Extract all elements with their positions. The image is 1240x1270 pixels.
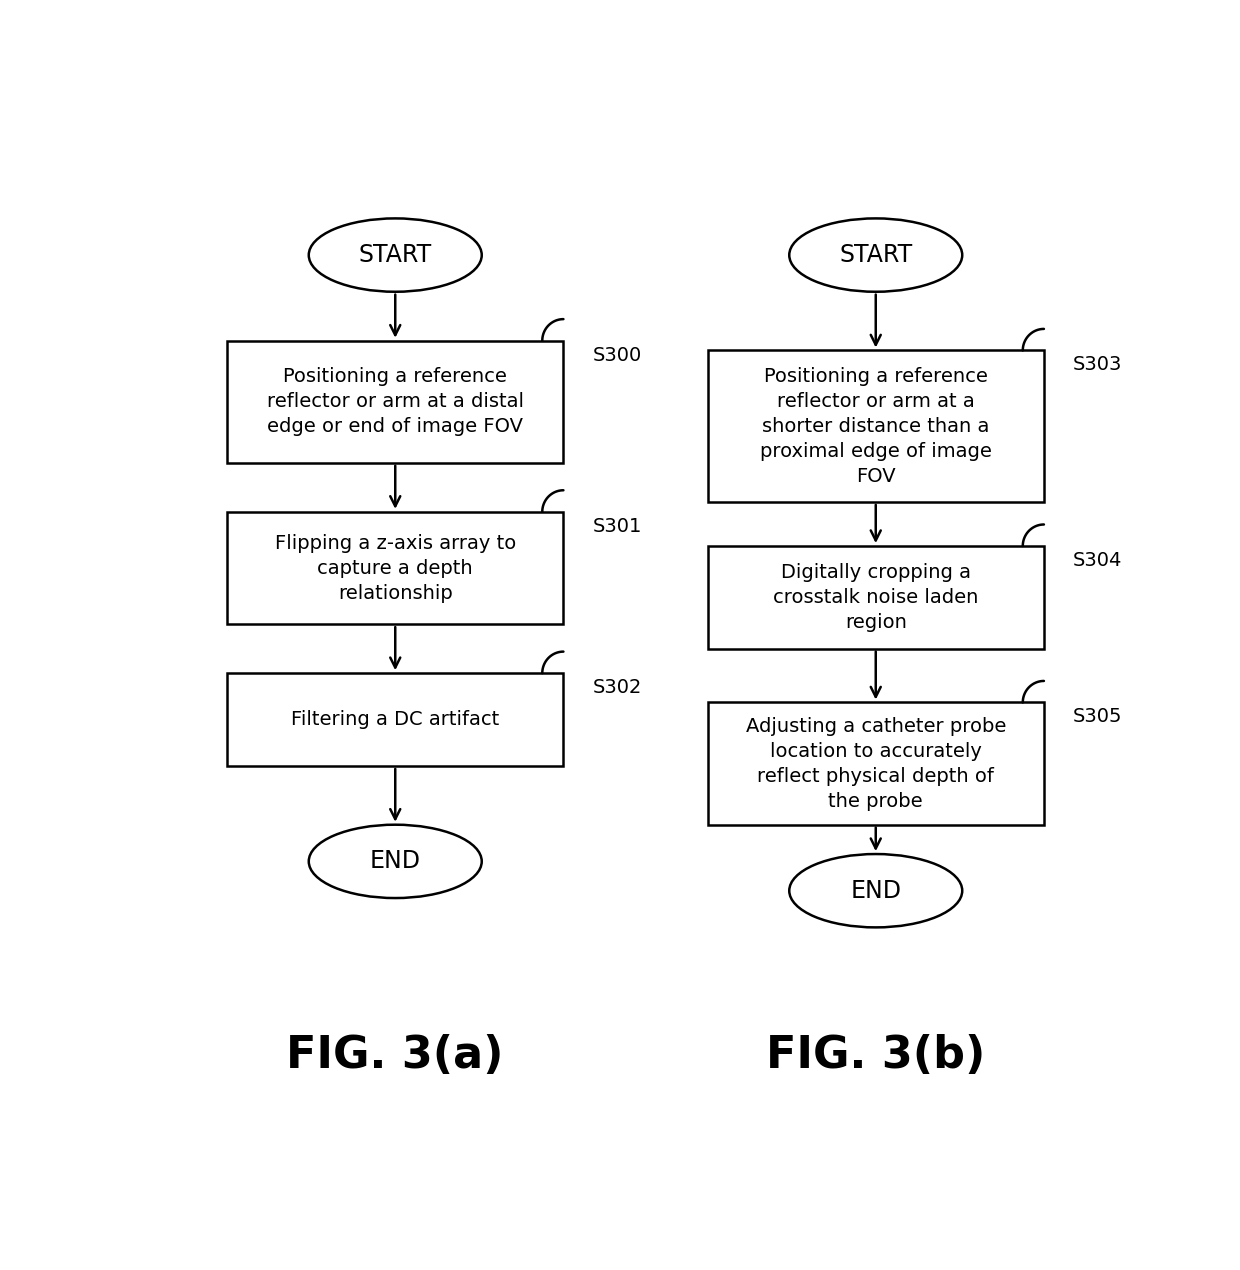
Text: Adjusting a catheter probe
location to accurately
reflect physical depth of
the : Adjusting a catheter probe location to a… — [745, 716, 1006, 810]
Bar — [227, 512, 563, 625]
Bar — [227, 673, 563, 766]
Bar — [708, 702, 1044, 824]
Text: Digitally cropping a
crosstalk noise laden
region: Digitally cropping a crosstalk noise lad… — [773, 563, 978, 632]
Text: END: END — [370, 850, 420, 874]
Text: END: END — [851, 879, 901, 903]
Text: S303: S303 — [1073, 356, 1122, 375]
Text: Positioning a reference
reflector or arm at a distal
edge or end of image FOV: Positioning a reference reflector or arm… — [267, 367, 523, 437]
Text: Positioning a reference
reflector or arm at a
shorter distance than a
proximal e: Positioning a reference reflector or arm… — [760, 367, 992, 485]
Text: S301: S301 — [593, 517, 641, 536]
Bar — [708, 546, 1044, 649]
Text: Flipping a z-axis array to
capture a depth
relationship: Flipping a z-axis array to capture a dep… — [274, 533, 516, 602]
Text: S305: S305 — [1073, 707, 1122, 726]
Bar — [708, 351, 1044, 502]
Text: S304: S304 — [1073, 551, 1122, 570]
Bar — [227, 340, 563, 462]
Text: S300: S300 — [593, 345, 641, 364]
Text: FIG. 3(a): FIG. 3(a) — [286, 1034, 503, 1077]
Text: START: START — [358, 243, 432, 267]
Text: START: START — [839, 243, 913, 267]
Text: FIG. 3(b): FIG. 3(b) — [766, 1034, 986, 1077]
Text: S302: S302 — [593, 678, 641, 697]
Text: Filtering a DC artifact: Filtering a DC artifact — [291, 710, 500, 729]
